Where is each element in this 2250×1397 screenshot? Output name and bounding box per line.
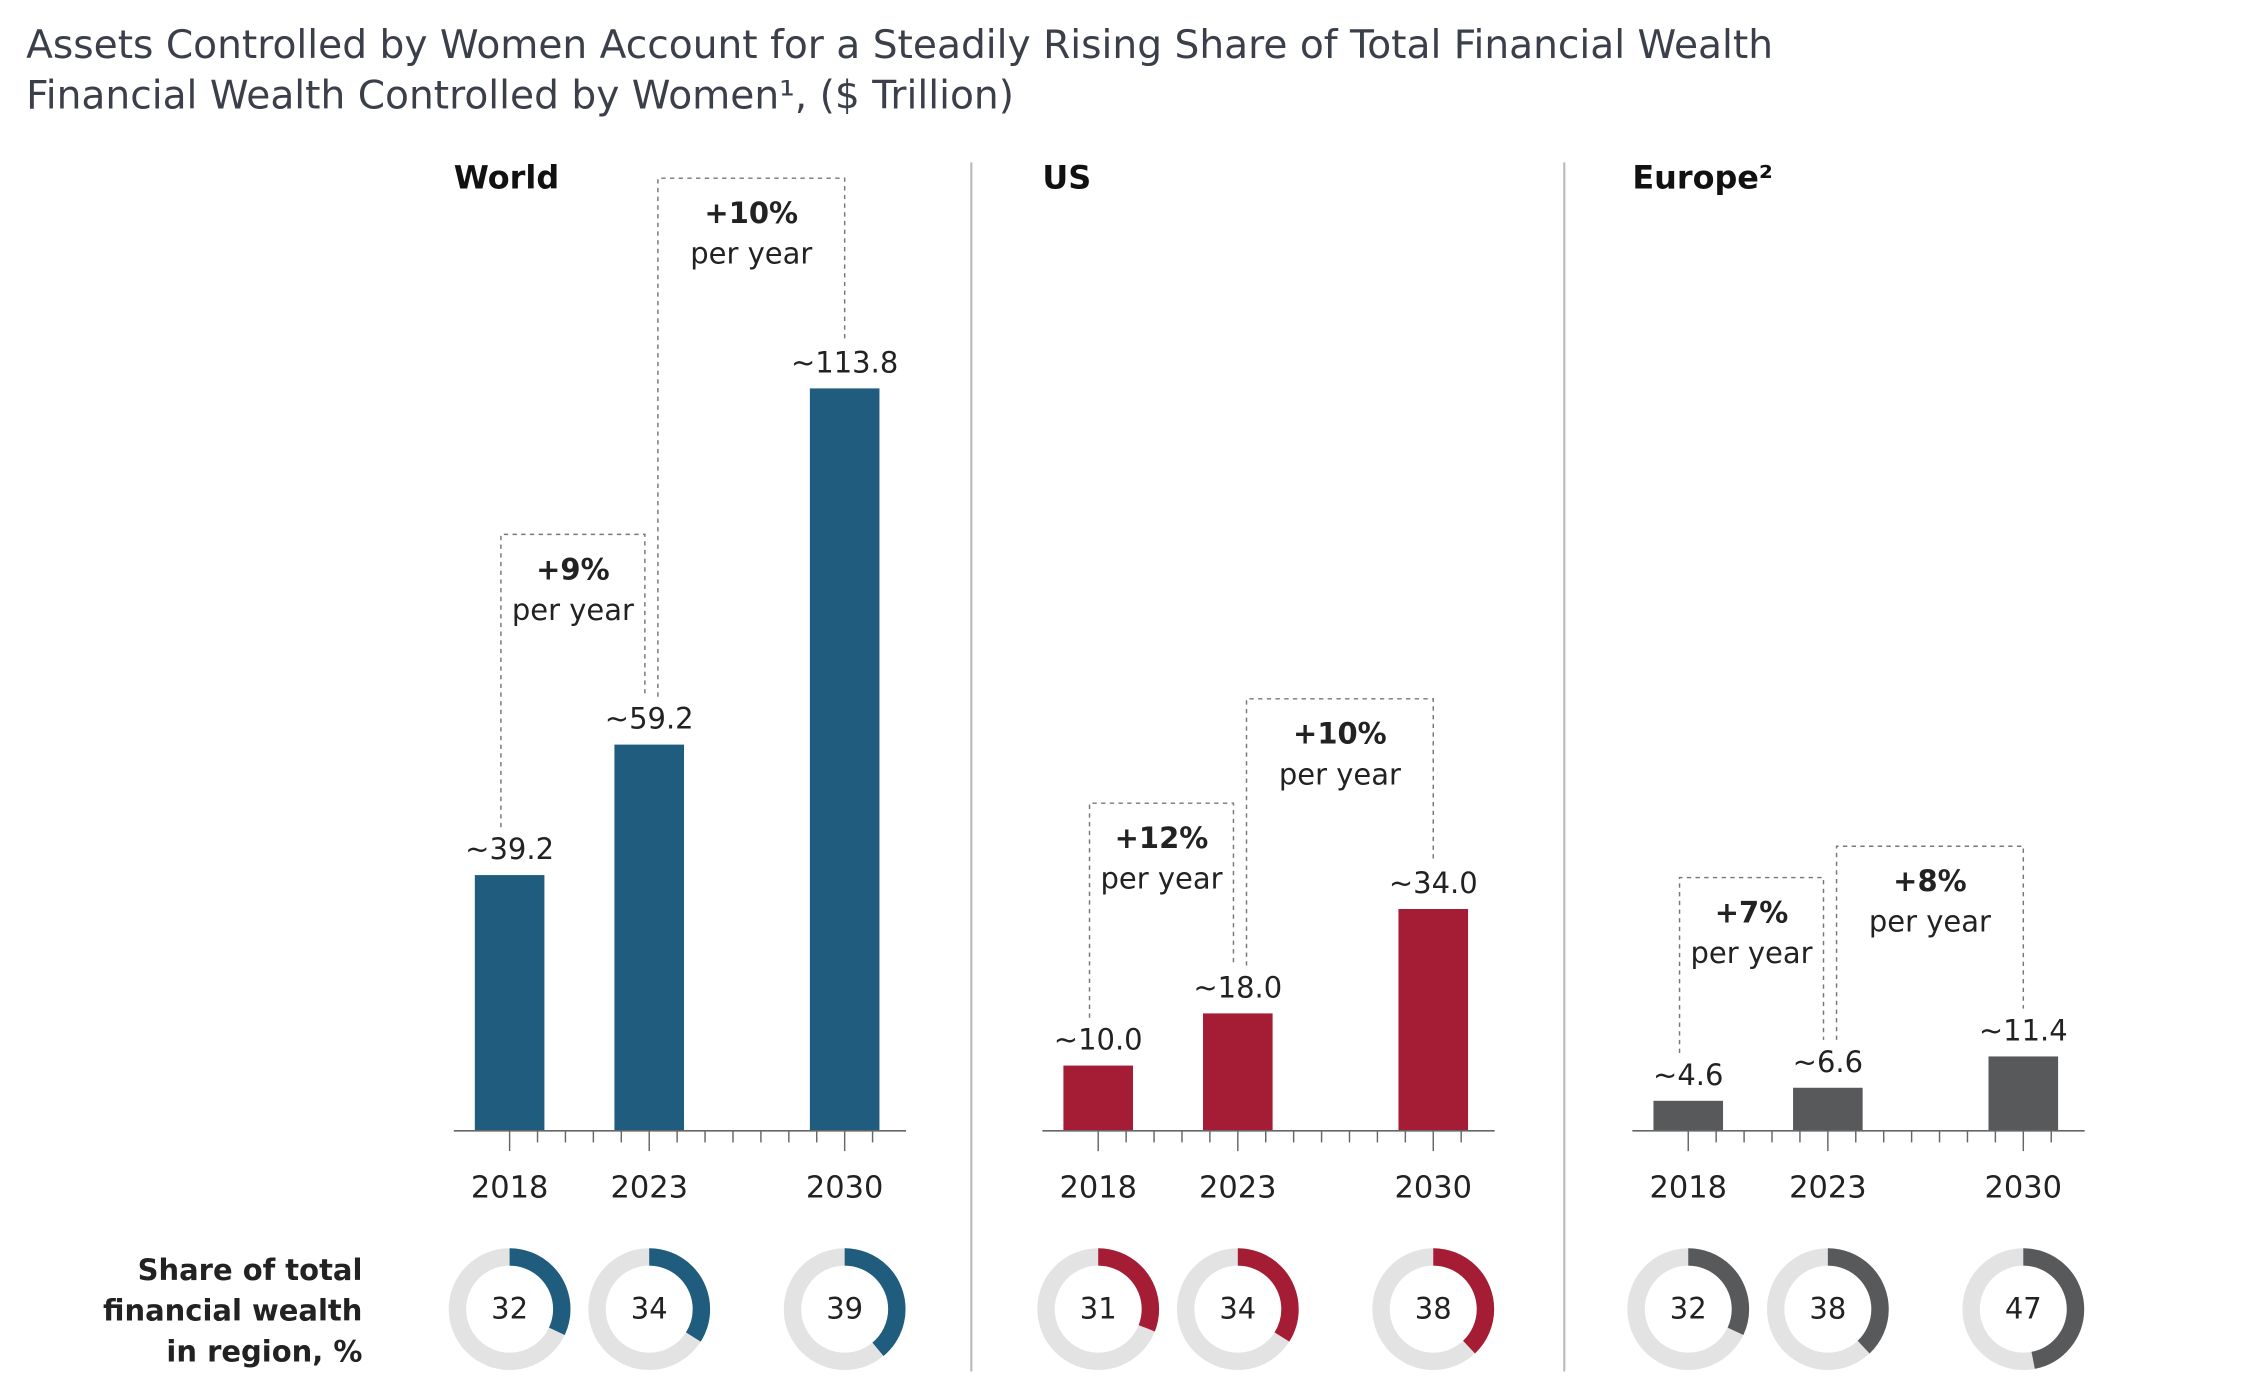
donut-value: 47	[2005, 1292, 2042, 1326]
x-tick-label: 2018	[1650, 1171, 1727, 1206]
growth-bracket	[1678, 876, 1825, 1053]
growth-sublabel: per year	[690, 237, 812, 271]
value-label: ~4.6	[1653, 1058, 1723, 1092]
bar	[1793, 1087, 1863, 1131]
donut-value: 31	[1080, 1292, 1117, 1326]
panel-title: US	[1042, 158, 1091, 196]
growth-sublabel: per year	[1691, 936, 1813, 970]
donut-value: 38	[1809, 1292, 1846, 1326]
donut-value: 32	[1670, 1292, 1707, 1326]
growth-bracket	[1088, 802, 1235, 1018]
donut-arc	[1372, 1248, 1495, 1371]
value-label: ~113.8	[791, 345, 898, 379]
donut-arc	[1037, 1248, 1160, 1371]
value-label: ~34.0	[1389, 866, 1478, 900]
growth-bracket	[1245, 698, 1434, 966]
donut-arc	[588, 1248, 711, 1371]
donut-value: 38	[1415, 1292, 1452, 1326]
share-label: financial wealth	[103, 1294, 362, 1328]
bar	[1988, 1056, 2059, 1131]
x-tick-label: 2018	[471, 1171, 548, 1206]
growth-label: +8%	[1893, 864, 1967, 898]
donut-value: 32	[491, 1292, 528, 1326]
chart-title: Assets Controlled by Women Account for a…	[26, 23, 1773, 68]
value-label: ~6.6	[1793, 1045, 1863, 1079]
growth-bracket	[1835, 845, 2025, 1040]
chart-subtitle: Financial Wealth Controlled by Women¹, (…	[26, 74, 1014, 119]
bar	[1398, 909, 1469, 1131]
donut-arc	[1627, 1248, 1750, 1371]
bar	[1063, 1065, 1134, 1131]
growth-sublabel: per year	[1279, 757, 1401, 791]
bar	[1653, 1100, 1724, 1131]
growth-sublabel: per year	[1100, 862, 1222, 896]
donut-arc	[448, 1248, 571, 1371]
x-tick-label: 2023	[610, 1171, 687, 1206]
bar	[474, 875, 545, 1131]
share-label: in region, %	[166, 1334, 362, 1368]
growth-label: +7%	[1715, 895, 1789, 929]
value-label: ~18.0	[1193, 970, 1282, 1004]
x-tick-label: 2030	[806, 1171, 883, 1206]
x-tick-label: 2030	[1395, 1171, 1472, 1206]
donut-arc	[1176, 1248, 1299, 1371]
x-tick-label: 2030	[1985, 1171, 2062, 1206]
x-tick-label: 2023	[1789, 1171, 1866, 1206]
donut-arc	[1766, 1248, 1889, 1371]
growth-sublabel: per year	[1869, 905, 1991, 939]
growth-label: +10%	[1293, 717, 1387, 751]
bar	[809, 388, 880, 1131]
donut-arc	[783, 1248, 906, 1371]
growth-sublabel: per year	[512, 593, 634, 627]
donut-value: 34	[631, 1292, 668, 1326]
x-tick-label: 2018	[1059, 1171, 1136, 1206]
growth-label: +12%	[1115, 821, 1209, 855]
bar	[1203, 1013, 1273, 1131]
value-label: ~59.2	[605, 702, 694, 736]
value-label: ~11.4	[1979, 1013, 2068, 1047]
x-tick-label: 2023	[1199, 1171, 1276, 1206]
growth-bracket	[657, 177, 846, 697]
value-label: ~39.2	[465, 832, 554, 866]
value-label: ~10.0	[1054, 1023, 1143, 1057]
panel-title: World	[454, 158, 559, 196]
donut-arc	[1962, 1248, 2085, 1371]
panel-title: Europe²	[1632, 158, 1772, 196]
donut-value: 34	[1219, 1292, 1256, 1326]
bar	[614, 744, 685, 1131]
donut-value: 39	[826, 1292, 863, 1326]
growth-label: +9%	[536, 552, 610, 586]
growth-label: +10%	[704, 196, 798, 230]
share-label: Share of total	[138, 1253, 363, 1287]
